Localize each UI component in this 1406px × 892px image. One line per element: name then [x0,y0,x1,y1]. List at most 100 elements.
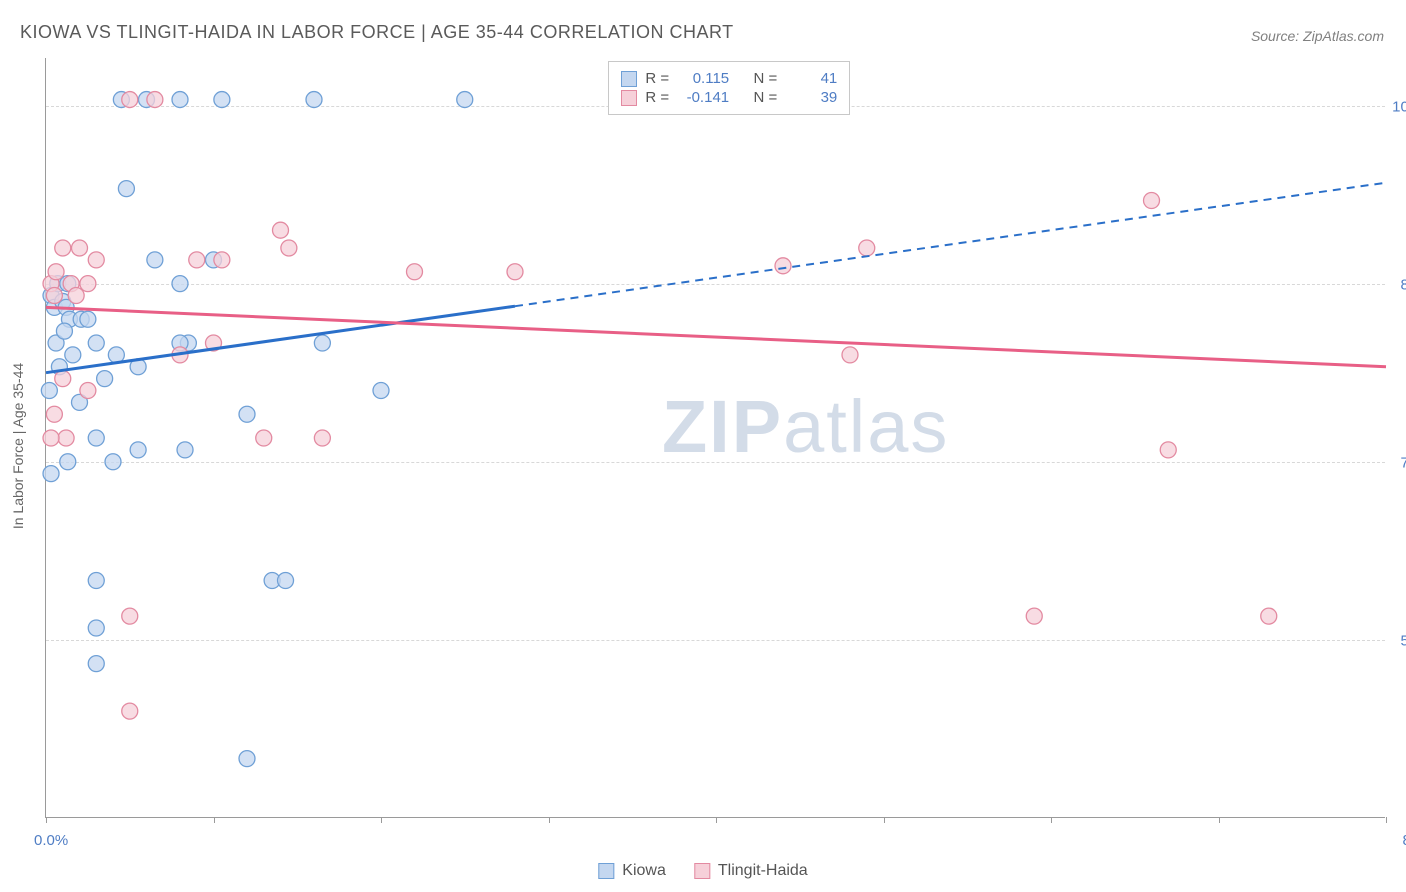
data-point [457,92,473,108]
x-tick [1051,817,1052,823]
x-axis-max-label: 80.0% [1402,832,1406,849]
stat-value-r: -0.141 [677,89,729,106]
data-point [88,656,104,672]
chart-title: KIOWA VS TLINGIT-HAIDA IN LABOR FORCE | … [20,22,734,43]
data-point [373,383,389,399]
source-attribution: Source: ZipAtlas.com [1251,28,1384,44]
data-point [314,335,330,351]
data-point [273,222,289,238]
data-point [214,92,230,108]
data-point [88,430,104,446]
data-point [118,181,134,197]
legend-stats-row: R = 0.115 N = 41 [621,70,837,87]
data-point [278,573,294,589]
data-point [147,92,163,108]
y-tick-label: 70.0% [1400,454,1406,471]
stat-value-n: 41 [785,70,837,87]
legend-swatch [621,71,637,87]
data-point [507,264,523,280]
plot-area: ZIPatlas 55.0%70.0%85.0%100.0% 0.0% 80.0… [45,58,1385,818]
legend-stats-row: R = -0.141 N = 39 [621,89,837,106]
bottom-legend: Kiowa Tlingit-Haida [598,862,807,880]
data-point [189,252,205,268]
data-point [306,92,322,108]
data-point [60,454,76,470]
plot-svg [46,58,1385,817]
data-point [48,264,64,280]
legend-swatch [598,863,614,879]
data-point [256,430,272,446]
legend-label: Kiowa [622,862,666,880]
data-point [130,442,146,458]
stat-label-n: N = [753,89,777,106]
data-point [122,92,138,108]
stat-label-r: R = [645,70,669,87]
data-point [46,288,62,304]
data-point [58,430,74,446]
stat-value-n: 39 [785,89,837,106]
data-point [88,252,104,268]
data-point [239,751,255,767]
x-tick [214,817,215,823]
data-point [177,442,193,458]
x-tick [716,817,717,823]
stat-label-n: N = [753,70,777,87]
y-tick-label: 85.0% [1400,276,1406,293]
y-tick-label: 100.0% [1392,98,1406,115]
x-tick [549,817,550,823]
data-point [1026,608,1042,624]
data-point [41,383,57,399]
data-point [859,240,875,256]
data-point [122,608,138,624]
data-point [97,371,113,387]
x-tick [381,817,382,823]
regression-line [46,307,1386,366]
chart-container: KIOWA VS TLINGIT-HAIDA IN LABOR FORCE | … [0,0,1406,892]
data-point [55,371,71,387]
data-point [281,240,297,256]
stat-value-r: 0.115 [677,70,729,87]
y-axis-label: In Labor Force | Age 35-44 [10,363,26,529]
data-point [214,252,230,268]
data-point [56,323,72,339]
stat-label-r: R = [645,89,669,106]
data-point [55,240,71,256]
data-point [1261,608,1277,624]
data-point [88,573,104,589]
data-point [172,276,188,292]
data-point [105,454,121,470]
data-point [80,276,96,292]
data-point [842,347,858,363]
legend-swatch [621,90,637,106]
data-point [65,347,81,363]
data-point [43,466,59,482]
x-tick [884,817,885,823]
data-point [407,264,423,280]
regression-line-dashed [515,183,1386,307]
data-point [239,406,255,422]
data-point [68,288,84,304]
data-point [1144,193,1160,209]
legend-label: Tlingit-Haida [718,862,808,880]
data-point [80,383,96,399]
data-point [147,252,163,268]
data-point [775,258,791,274]
data-point [172,92,188,108]
legend-stats-box: R = 0.115 N = 41 R = -0.141 N = 39 [608,61,850,115]
data-point [72,240,88,256]
data-point [88,620,104,636]
x-tick [46,817,47,823]
legend-swatch [694,863,710,879]
x-axis-min-label: 0.0% [34,832,68,849]
x-tick [1219,817,1220,823]
x-tick [1386,817,1387,823]
data-point [43,430,59,446]
data-point [88,335,104,351]
data-point [1160,442,1176,458]
data-point [46,406,62,422]
y-tick-label: 55.0% [1400,632,1406,649]
regression-line [46,306,515,373]
legend-item: Kiowa [598,862,666,880]
data-point [314,430,330,446]
legend-item: Tlingit-Haida [694,862,808,880]
